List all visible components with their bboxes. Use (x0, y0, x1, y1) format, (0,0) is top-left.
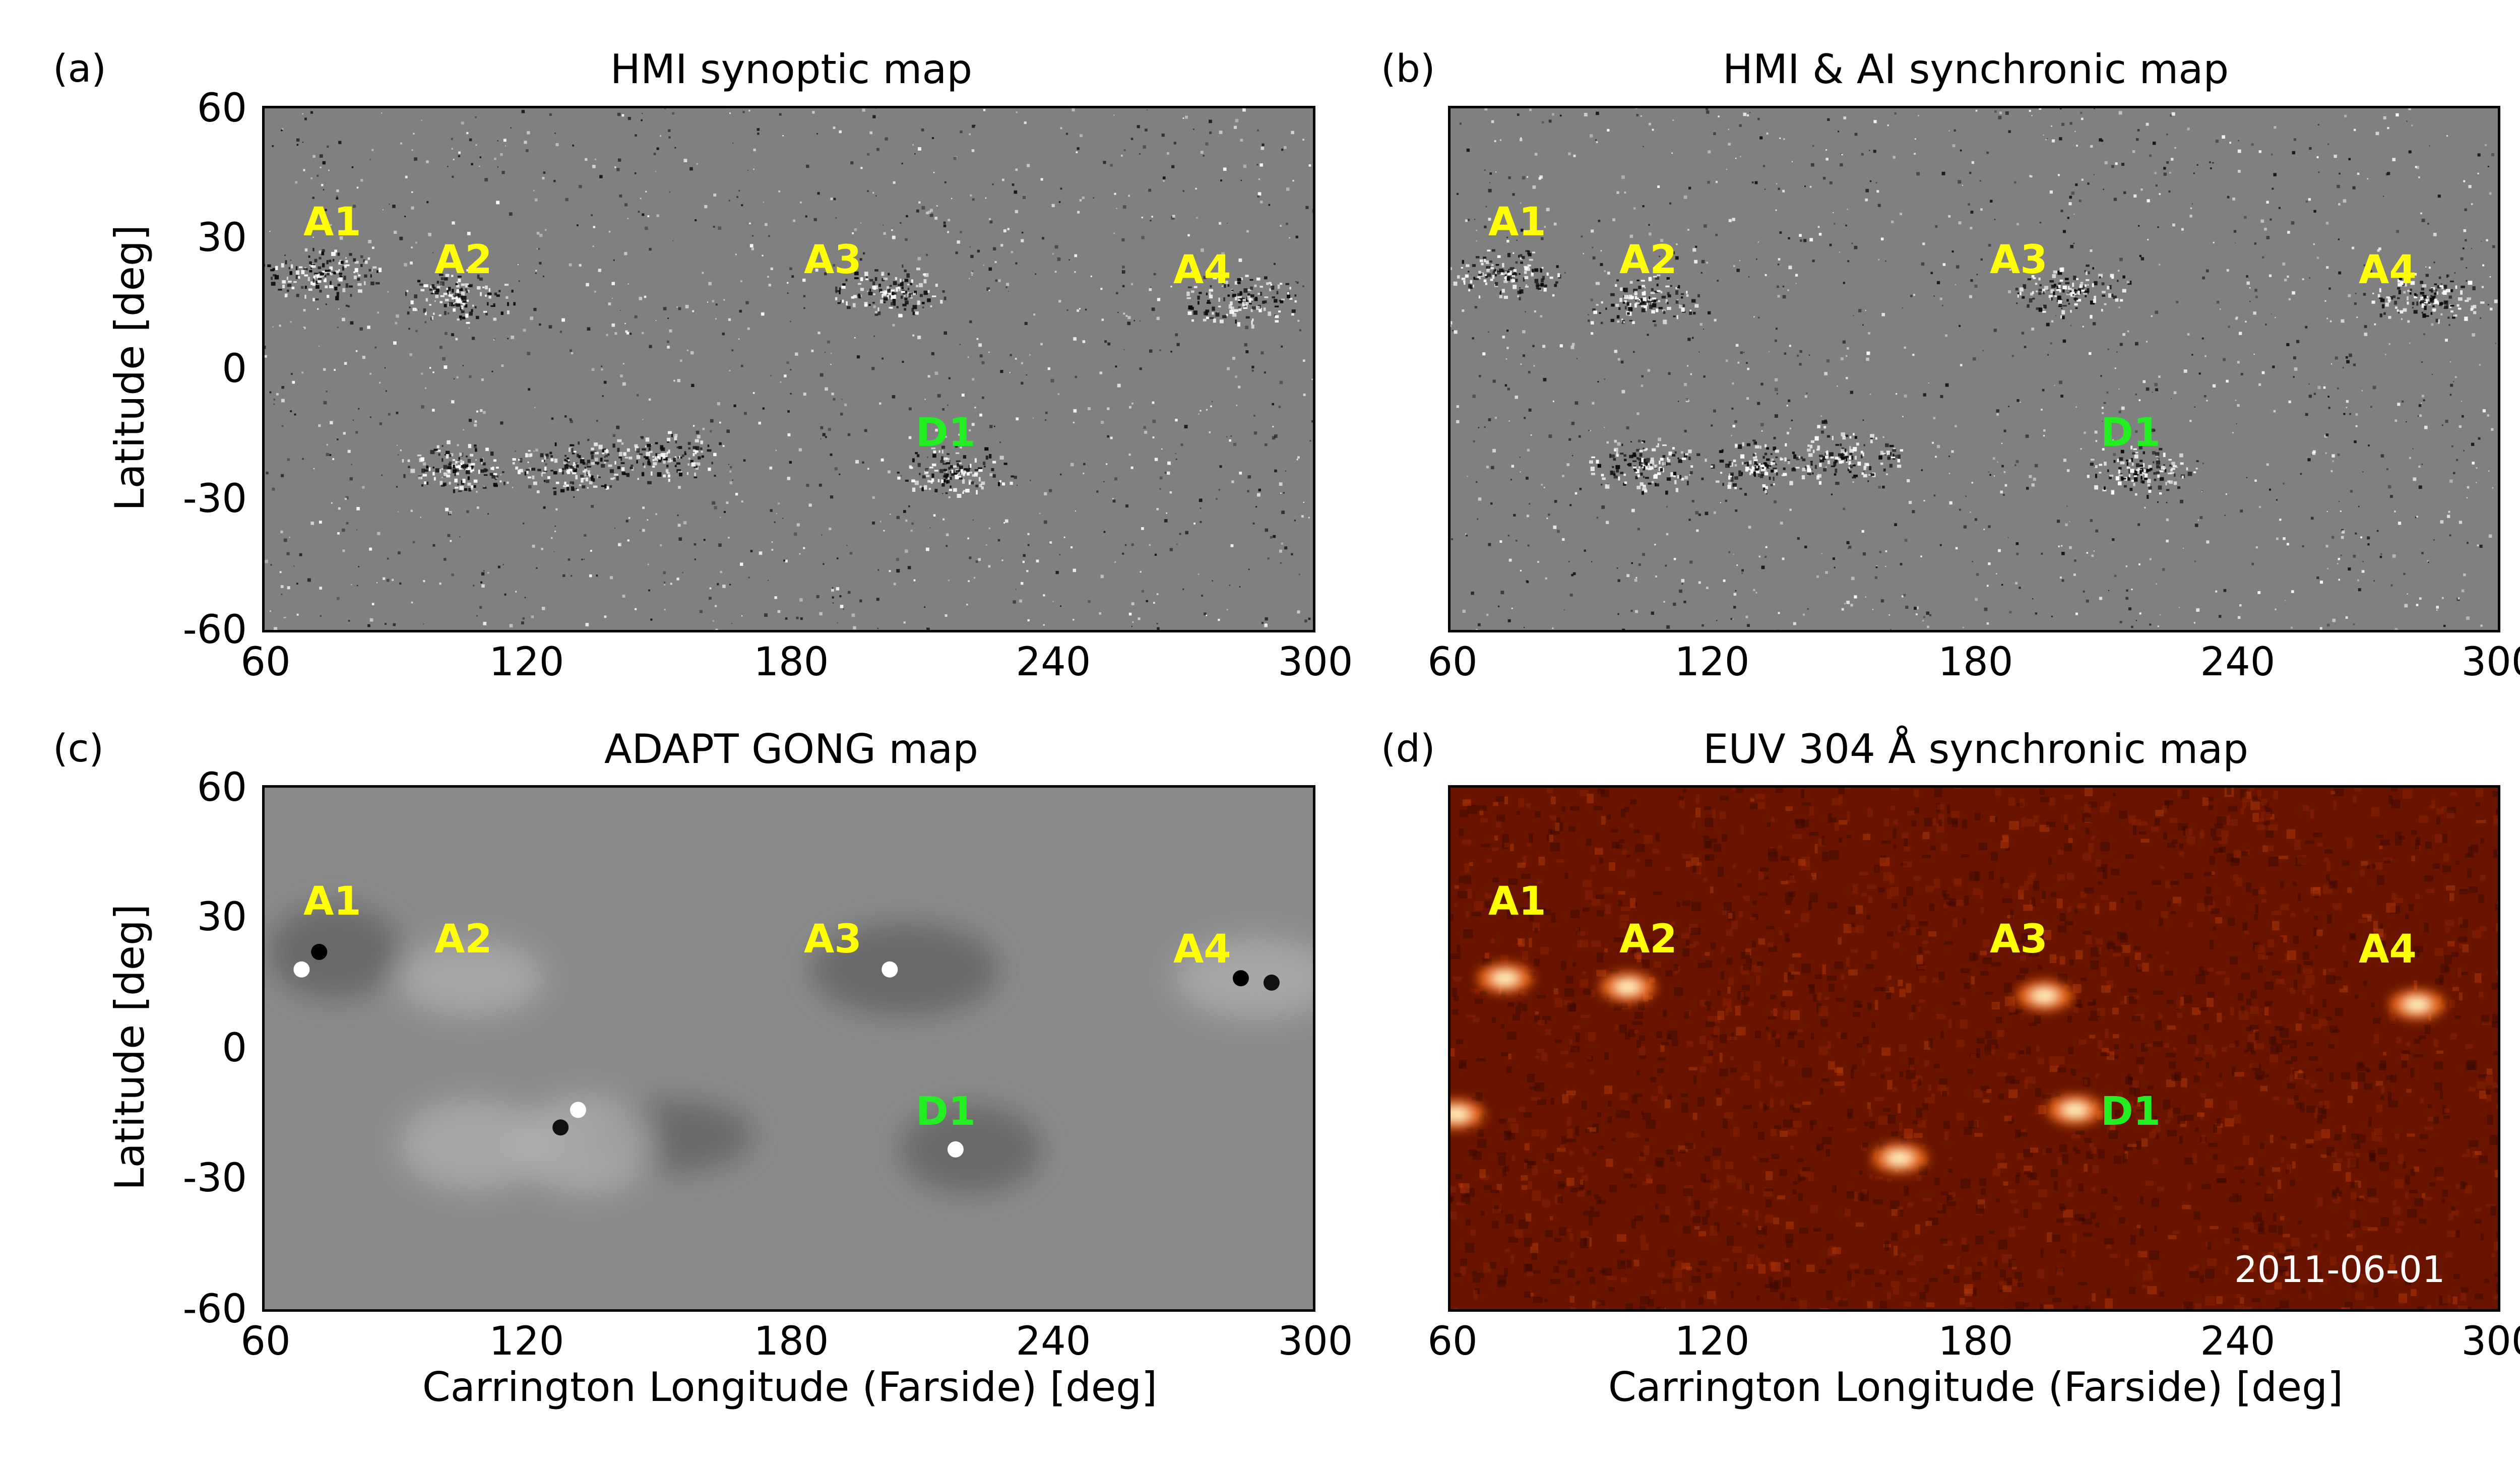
hmi-synoptic-map (262, 106, 1315, 632)
region-label-a3: A3 (1990, 237, 2048, 283)
y-tick-label: -30 (182, 476, 247, 522)
y-axis-label: Latitude [deg] (106, 904, 153, 1190)
region-label-a4: A4 (2359, 247, 2417, 293)
y-tick-label: 30 (197, 215, 247, 261)
region-label-a2: A2 (1619, 237, 1677, 283)
y-tick-label: 60 (197, 86, 247, 131)
x-tick-label: 240 (2200, 640, 2276, 685)
panel-letter: (b) (1381, 46, 1435, 91)
x-tick-label: 180 (753, 1319, 829, 1364)
date-stamp: 2011-06-01 (2234, 1248, 2445, 1291)
region-label-a2: A2 (434, 237, 492, 283)
x-tick-label: 300 (1278, 640, 1353, 685)
panel-letter: (d) (1381, 726, 1435, 771)
region-label-a3: A3 (804, 917, 862, 962)
region-label-a1: A1 (1488, 879, 1546, 924)
x-tick-label: 60 (240, 640, 291, 685)
x-tick-label: 60 (240, 1319, 291, 1364)
y-tick-label: -60 (182, 607, 247, 653)
x-tick-label: 240 (1016, 640, 1091, 685)
region-label-d1: D1 (2101, 1089, 2161, 1134)
region-label-a2: A2 (434, 917, 492, 962)
y-tick-label: 0 (222, 1026, 247, 1071)
x-tick-label: 180 (1938, 640, 2013, 685)
y-tick-label: 60 (197, 765, 247, 810)
y-tick-label: -60 (182, 1287, 247, 1332)
adapt-gong-map (262, 785, 1315, 1312)
panel-letter: (a) (53, 46, 106, 91)
x-tick-label: 120 (489, 1319, 564, 1364)
panel-title: HMI & AI synchronic map (1722, 46, 2229, 93)
y-tick-label: 30 (197, 894, 247, 940)
x-tick-label: 120 (1674, 1319, 1750, 1364)
y-tick-label: -30 (182, 1156, 247, 1201)
region-label-d1: D1 (2101, 410, 2161, 456)
panel-title: ADAPT GONG map (604, 726, 979, 773)
x-tick-label: 240 (2200, 1319, 2276, 1364)
x-tick-label: 120 (1674, 640, 1750, 685)
x-tick-label: 120 (489, 640, 564, 685)
region-label-a3: A3 (804, 237, 862, 283)
panel-title: HMI synoptic map (610, 46, 973, 93)
region-label-a4: A4 (2359, 927, 2417, 972)
panel-letter: (c) (53, 726, 104, 771)
x-tick-label: 300 (2461, 1319, 2520, 1364)
x-tick-label: 60 (1427, 640, 1478, 685)
x-tick-label: 300 (2461, 640, 2520, 685)
x-tick-label: 300 (1278, 1319, 1353, 1364)
x-tick-label: 60 (1427, 1319, 1478, 1364)
hmi-ai-synchronic-map (1448, 106, 2500, 632)
x-axis-label: Carrington Longitude (Farside) [deg] (1608, 1364, 2344, 1411)
region-label-d1: D1 (916, 410, 976, 456)
region-label-a3: A3 (1990, 917, 2048, 962)
x-axis-label: Carrington Longitude (Farside) [deg] (422, 1364, 1158, 1411)
region-label-a2: A2 (1619, 917, 1677, 962)
panel-title: EUV 304 Å synchronic map (1703, 726, 2249, 773)
region-label-a4: A4 (1173, 927, 1231, 972)
region-label-a1: A1 (1488, 200, 1546, 245)
y-tick-label: 0 (222, 346, 247, 392)
y-axis-label: Latitude [deg] (106, 225, 153, 511)
region-label-a4: A4 (1173, 247, 1231, 293)
region-label-d1: D1 (916, 1089, 976, 1134)
x-tick-label: 180 (753, 640, 829, 685)
x-tick-label: 240 (1016, 1319, 1091, 1364)
region-label-a1: A1 (303, 200, 361, 245)
x-tick-label: 180 (1938, 1319, 2013, 1364)
region-label-a1: A1 (303, 879, 361, 924)
euv-304-synchronic-map (1448, 785, 2500, 1312)
